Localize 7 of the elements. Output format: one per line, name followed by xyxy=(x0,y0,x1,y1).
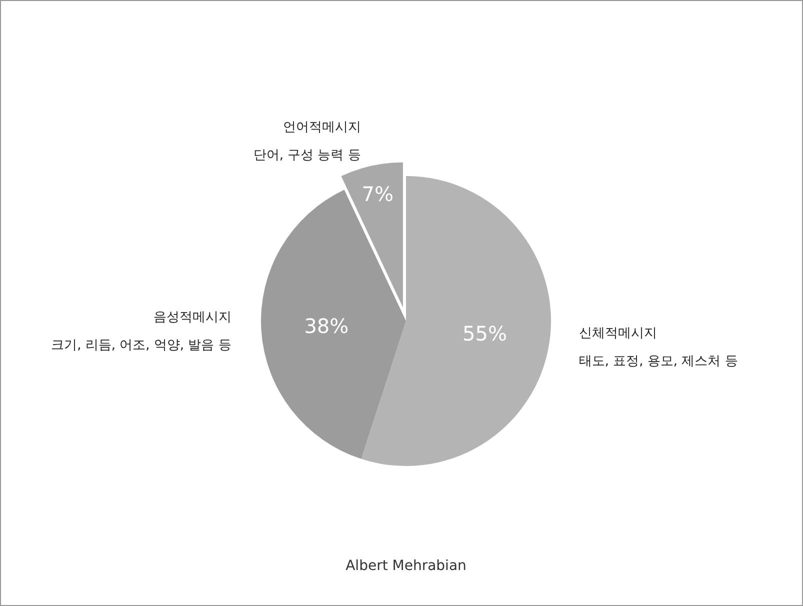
slice-label: 신체적메시지 태도, 표정, 용모, 제스처 등 xyxy=(578,326,738,370)
slice-label: 언어적메시지 단어, 구성 능력 등 xyxy=(253,120,361,163)
text: Albert Mehrabian xyxy=(346,558,466,574)
slice-label: 음성적메시지 크기, 리듬, 어조, 억양, 발음 등 xyxy=(51,310,232,354)
data-label: 7% xyxy=(362,182,394,206)
data-label: 38% xyxy=(304,314,349,338)
data-label: 55% xyxy=(462,321,507,346)
